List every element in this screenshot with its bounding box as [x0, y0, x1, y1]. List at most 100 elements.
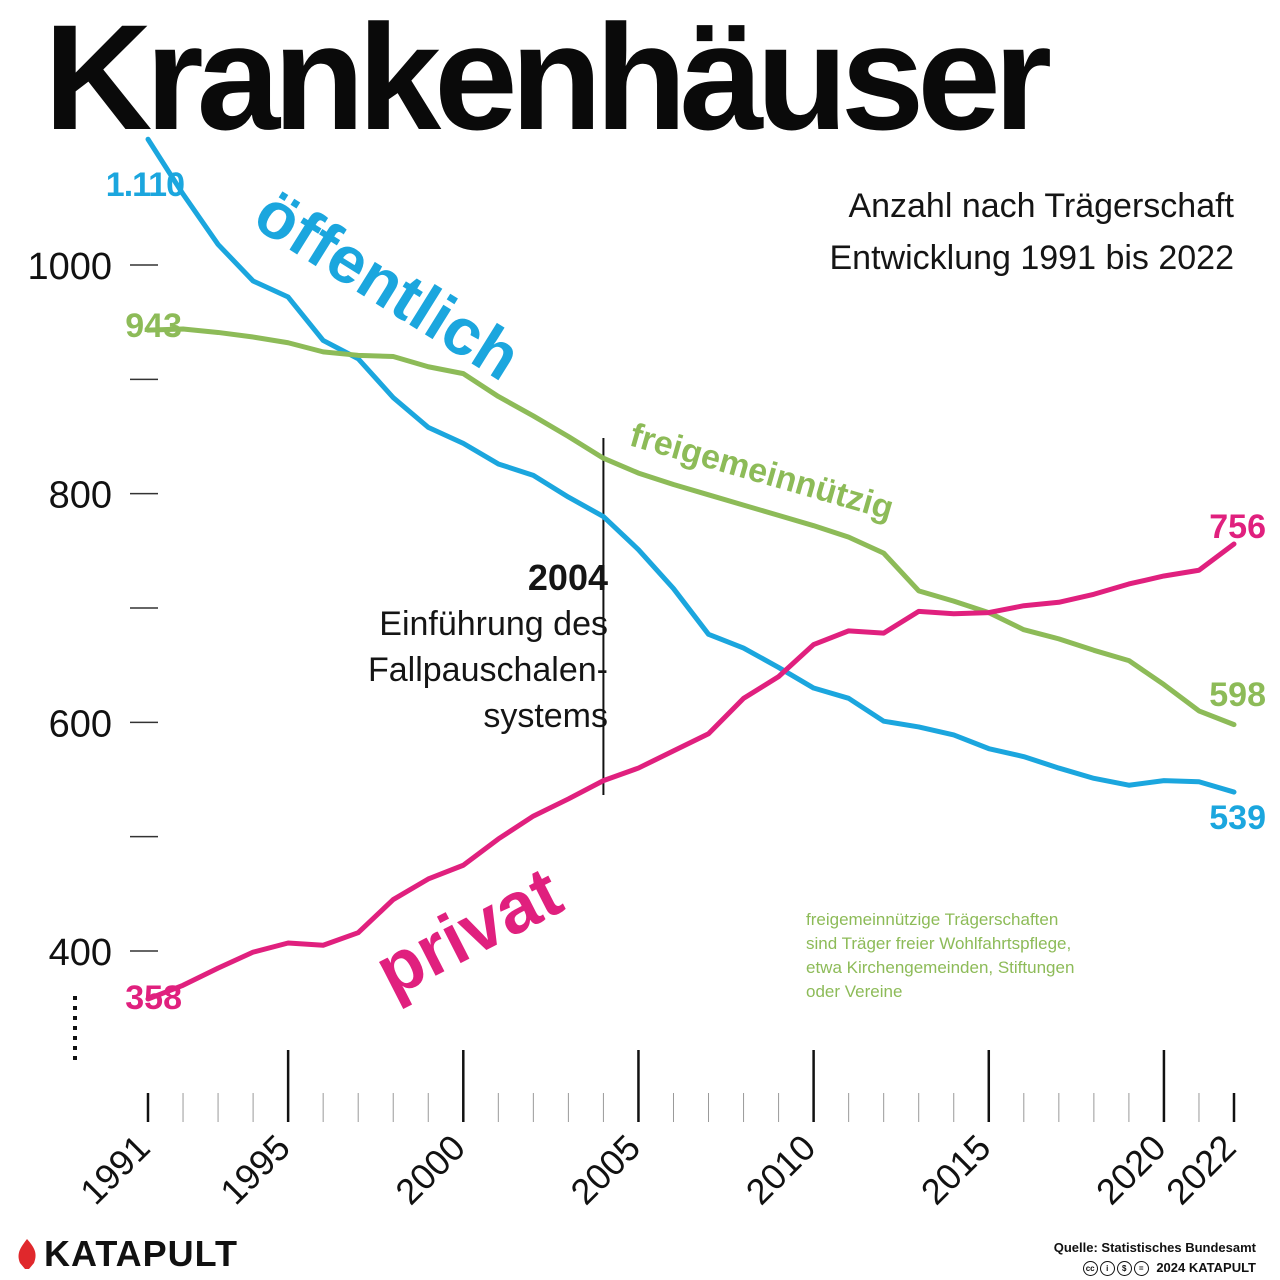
- data-point-freigemeinnuetzig: [601, 456, 605, 460]
- data-point-oeffentlich: [777, 665, 781, 669]
- data-point-oeffentlich: [496, 462, 500, 466]
- data-point-freigemeinnuetzig: [671, 483, 675, 487]
- series-name-privat: privat: [363, 852, 574, 1012]
- data-point-privat: [1127, 582, 1131, 586]
- brand-name: KATAPULT: [44, 1233, 238, 1274]
- series-name-oeffentlich: öffentlich: [243, 174, 534, 394]
- cc-icon: cc: [1082, 1261, 1098, 1277]
- value-label-freigemeinnuetzig-start: 943: [125, 307, 182, 345]
- x-tick-label: 2010: [738, 1127, 824, 1213]
- x-tick-label: 2000: [387, 1127, 473, 1213]
- data-point-freigemeinnuetzig: [847, 535, 851, 539]
- data-point-oeffentlich: [1197, 780, 1201, 784]
- data-point-freigemeinnuetzig: [812, 524, 816, 528]
- data-point-freigemeinnuetzig: [777, 513, 781, 517]
- y-tick-label: 800: [49, 475, 112, 517]
- x-tick-label: 1995: [212, 1127, 298, 1213]
- annotation-line-3: systems: [483, 697, 608, 735]
- data-point-freigemeinnuetzig: [391, 354, 395, 358]
- data-point-oeffentlich: [321, 338, 325, 342]
- data-point-privat: [882, 631, 886, 635]
- annotation-line-1: Einführung des: [379, 605, 608, 643]
- data-point-privat: [987, 611, 991, 615]
- data-point-oeffentlich: [146, 137, 150, 141]
- nd-icon: =: [1133, 1261, 1149, 1277]
- annotation-2004: 2004 Einführung des Fallpauschalen- syst…: [368, 555, 608, 739]
- data-point-freigemeinnuetzig: [286, 341, 290, 345]
- series-layer: [145, 136, 1237, 1002]
- data-point-oeffentlich: [391, 396, 395, 400]
- data-point-oeffentlich: [461, 441, 465, 445]
- data-point-freigemeinnuetzig: [882, 551, 886, 555]
- data-point-privat: [671, 749, 675, 753]
- value-label-oeffentlich-start: 1.110: [106, 166, 184, 204]
- series-line-freigemeinnuetzig: [145, 326, 1237, 728]
- data-point-freigemeinnuetzig: [1232, 723, 1236, 727]
- data-point-freigemeinnuetzig: [952, 599, 956, 603]
- annotation-line-2: Fallpauschalen-: [367, 651, 608, 689]
- data-point-oeffentlich: [1162, 779, 1166, 783]
- value-label-freigemeinnuetzig-end: 598: [1209, 676, 1266, 714]
- data-point-privat: [146, 997, 150, 1001]
- data-point-freigemeinnuetzig: [321, 350, 325, 354]
- data-point-privat: [707, 732, 711, 736]
- data-point-freigemeinnuetzig: [181, 327, 185, 331]
- data-point-privat: [181, 983, 185, 987]
- footnote-line-3: etwa Kirchengemeinden, Stiftungen: [806, 958, 1075, 977]
- x-tick-label: 2005: [562, 1127, 648, 1213]
- subtitle: Anzahl nach Trägerschaft Entwicklung 199…: [830, 180, 1235, 284]
- data-point-freigemeinnuetzig: [1197, 709, 1201, 713]
- data-point-oeffentlich: [671, 587, 675, 591]
- data-point-privat: [777, 675, 781, 679]
- footnote-line-4: oder Vereine: [806, 982, 903, 1001]
- cc-license-icons: cc i $ =: [1082, 1261, 1149, 1277]
- data-point-oeffentlich: [952, 733, 956, 737]
- data-point-oeffentlich: [1022, 755, 1026, 759]
- data-point-oeffentlich: [1057, 766, 1061, 770]
- data-point-privat: [1197, 568, 1201, 572]
- data-point-oeffentlich: [531, 473, 535, 477]
- y-tick-label: 1000: [27, 246, 112, 288]
- data-point-freigemeinnuetzig: [356, 353, 360, 357]
- footnote: freigemeinnützige Trägerschaften sind Tr…: [806, 908, 1074, 1004]
- subtitle-line-2: Entwicklung 1991 bis 2022: [829, 239, 1235, 277]
- source-credit: Quelle: Statistisches Bundesamt cc i $ =…: [1054, 1238, 1256, 1278]
- data-point-privat: [636, 766, 640, 770]
- axis-layer: 1000 800 600 400 1991 1995 2000 2005 2010 2015 202…: [27, 246, 1243, 1212]
- data-point-privat: [286, 941, 290, 945]
- data-point-oeffentlich: [566, 495, 570, 499]
- series-line-privat: [145, 541, 1237, 1002]
- value-label-oeffentlich-end: 539: [1209, 799, 1266, 837]
- data-point-oeffentlich: [882, 719, 886, 723]
- data-point-freigemeinnuetzig: [1162, 683, 1166, 687]
- subtitle-line-1: Anzahl nach Trägerschaft: [848, 187, 1234, 225]
- data-point-privat: [1057, 600, 1061, 604]
- data-point-freigemeinnuetzig: [1057, 637, 1061, 641]
- data-point-privat: [356, 931, 360, 935]
- data-point-freigemeinnuetzig: [531, 414, 535, 418]
- data-point-privat: [1162, 574, 1166, 578]
- data-point-freigemeinnuetzig: [707, 493, 711, 497]
- footnote-line-1: freigemeinnützige Trägerschaften: [806, 910, 1059, 929]
- data-point-freigemeinnuetzig: [461, 372, 465, 376]
- data-point-privat: [847, 629, 851, 633]
- data-point-oeffentlich: [987, 747, 991, 751]
- data-point-privat: [1092, 592, 1096, 596]
- data-point-freigemeinnuetzig: [1022, 628, 1026, 632]
- data-point-privat: [1022, 604, 1026, 608]
- data-point-oeffentlich: [847, 696, 851, 700]
- data-point-privat: [216, 966, 220, 970]
- value-label-privat-end: 756: [1209, 508, 1266, 546]
- data-point-freigemeinnuetzig: [426, 365, 430, 369]
- data-point-privat: [601, 779, 605, 783]
- data-point-privat: [321, 943, 325, 947]
- value-label-privat-start: 358: [125, 979, 182, 1017]
- data-point-oeffentlich: [356, 357, 360, 361]
- data-point-freigemeinnuetzig: [216, 330, 220, 334]
- x-tick-label: 2015: [913, 1127, 999, 1213]
- data-point-privat: [812, 643, 816, 647]
- y-tick-label: 600: [49, 703, 112, 745]
- data-point-freigemeinnuetzig: [1092, 648, 1096, 652]
- footnote-line-2: sind Träger freier Wohlfahrtspflege,: [806, 934, 1072, 953]
